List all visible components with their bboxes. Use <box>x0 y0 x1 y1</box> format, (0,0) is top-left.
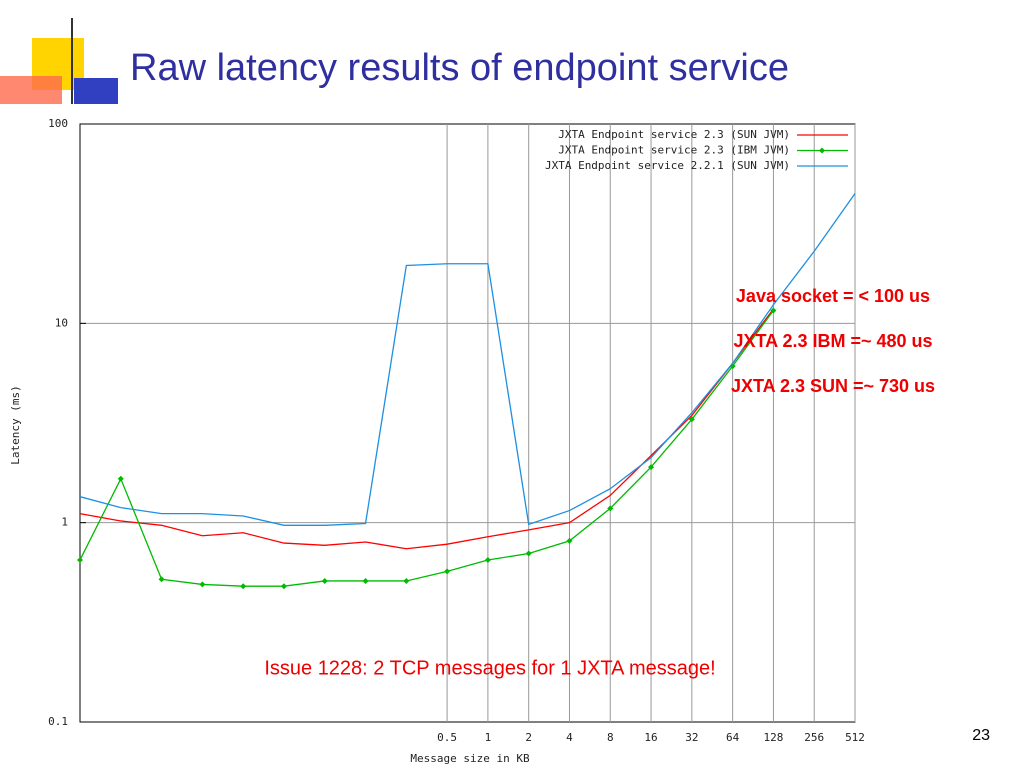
x-tick-label: 8 <box>607 731 614 744</box>
x-tick-label: 4 <box>566 731 573 744</box>
marker <box>484 556 491 563</box>
legend-label: JXTA Endpoint service 2.2.1 (SUN JVM) <box>545 159 790 172</box>
y-tick-label: 100 <box>48 117 68 130</box>
legend-marker <box>819 147 825 154</box>
marker <box>158 576 165 583</box>
annotation: Java socket = < 100 us <box>736 286 930 306</box>
annotation: Issue 1228: 2 TCP messages for 1 JXTA me… <box>264 657 715 679</box>
plot-area <box>79 123 856 723</box>
marker <box>444 568 451 575</box>
logo-blue <box>74 78 118 104</box>
x-tick-label: 32 <box>685 731 698 744</box>
x-tick-label: 16 <box>644 731 657 744</box>
marker <box>648 464 655 471</box>
marker <box>117 475 124 482</box>
marker <box>566 537 573 544</box>
marker <box>77 556 83 563</box>
annotation: JXTA 2.3 SUN =~ 730 us <box>731 376 935 396</box>
x-tick-label: 2 <box>525 731 532 744</box>
page-number: 23 <box>972 727 990 744</box>
marker <box>403 577 410 584</box>
marker <box>199 581 206 588</box>
x-axis-label: Message size in KB <box>410 752 530 765</box>
y-tick-label: 1 <box>61 516 68 529</box>
marker <box>240 583 247 590</box>
series-line <box>79 310 774 587</box>
series-line <box>79 308 774 550</box>
legend-label: JXTA Endpoint service 2.3 (IBM JVM) <box>558 144 790 157</box>
marker <box>321 577 328 584</box>
marker <box>525 550 532 557</box>
annotation: JXTA 2.3 IBM =~ 480 us <box>733 331 932 351</box>
y-tick-label: 10 <box>55 316 68 329</box>
logo-red <box>0 76 62 104</box>
x-tick-label: 128 <box>763 731 783 744</box>
x-tick-label: 64 <box>726 731 740 744</box>
series-line <box>79 193 856 526</box>
marker <box>688 416 695 423</box>
marker <box>362 577 369 584</box>
x-tick-label: 256 <box>804 731 824 744</box>
y-tick-label: 0.1 <box>48 715 68 728</box>
legend-label: JXTA Endpoint service 2.3 (SUN JVM) <box>558 128 790 141</box>
x-tick-label: 512 <box>845 731 865 744</box>
slide-title: Raw latency results of endpoint service <box>130 47 789 89</box>
x-tick-label: 0.5 <box>437 731 457 744</box>
marker <box>607 505 614 512</box>
y-axis-label: Latency (ms) <box>9 385 22 464</box>
x-tick-label: 1 <box>485 731 492 744</box>
marker <box>280 583 287 590</box>
marker <box>770 307 777 314</box>
